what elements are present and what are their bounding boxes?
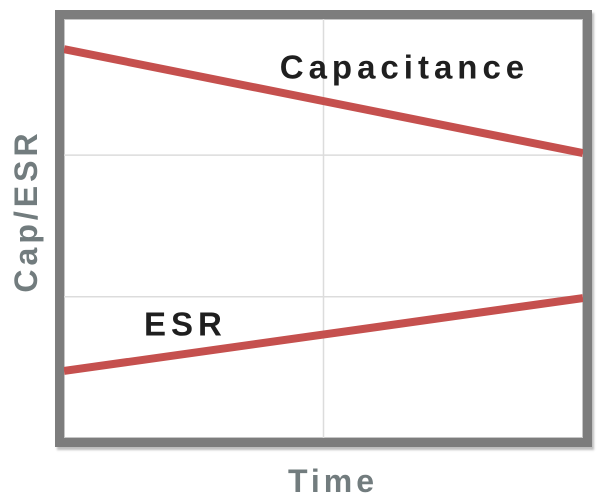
series-label-capacitance: Capacitance [279,48,530,86]
plot-area: Capacitance ESR [64,19,583,438]
plot-frame: Capacitance ESR [55,10,592,447]
series-line-esr [64,294,583,375]
y-axis-label: Cap/ESR [8,129,44,293]
series-line-capacitance [64,45,583,158]
x-axis-label: Time [287,463,379,499]
series-label-esr: ESR [144,305,227,343]
plot-svg [64,19,583,438]
